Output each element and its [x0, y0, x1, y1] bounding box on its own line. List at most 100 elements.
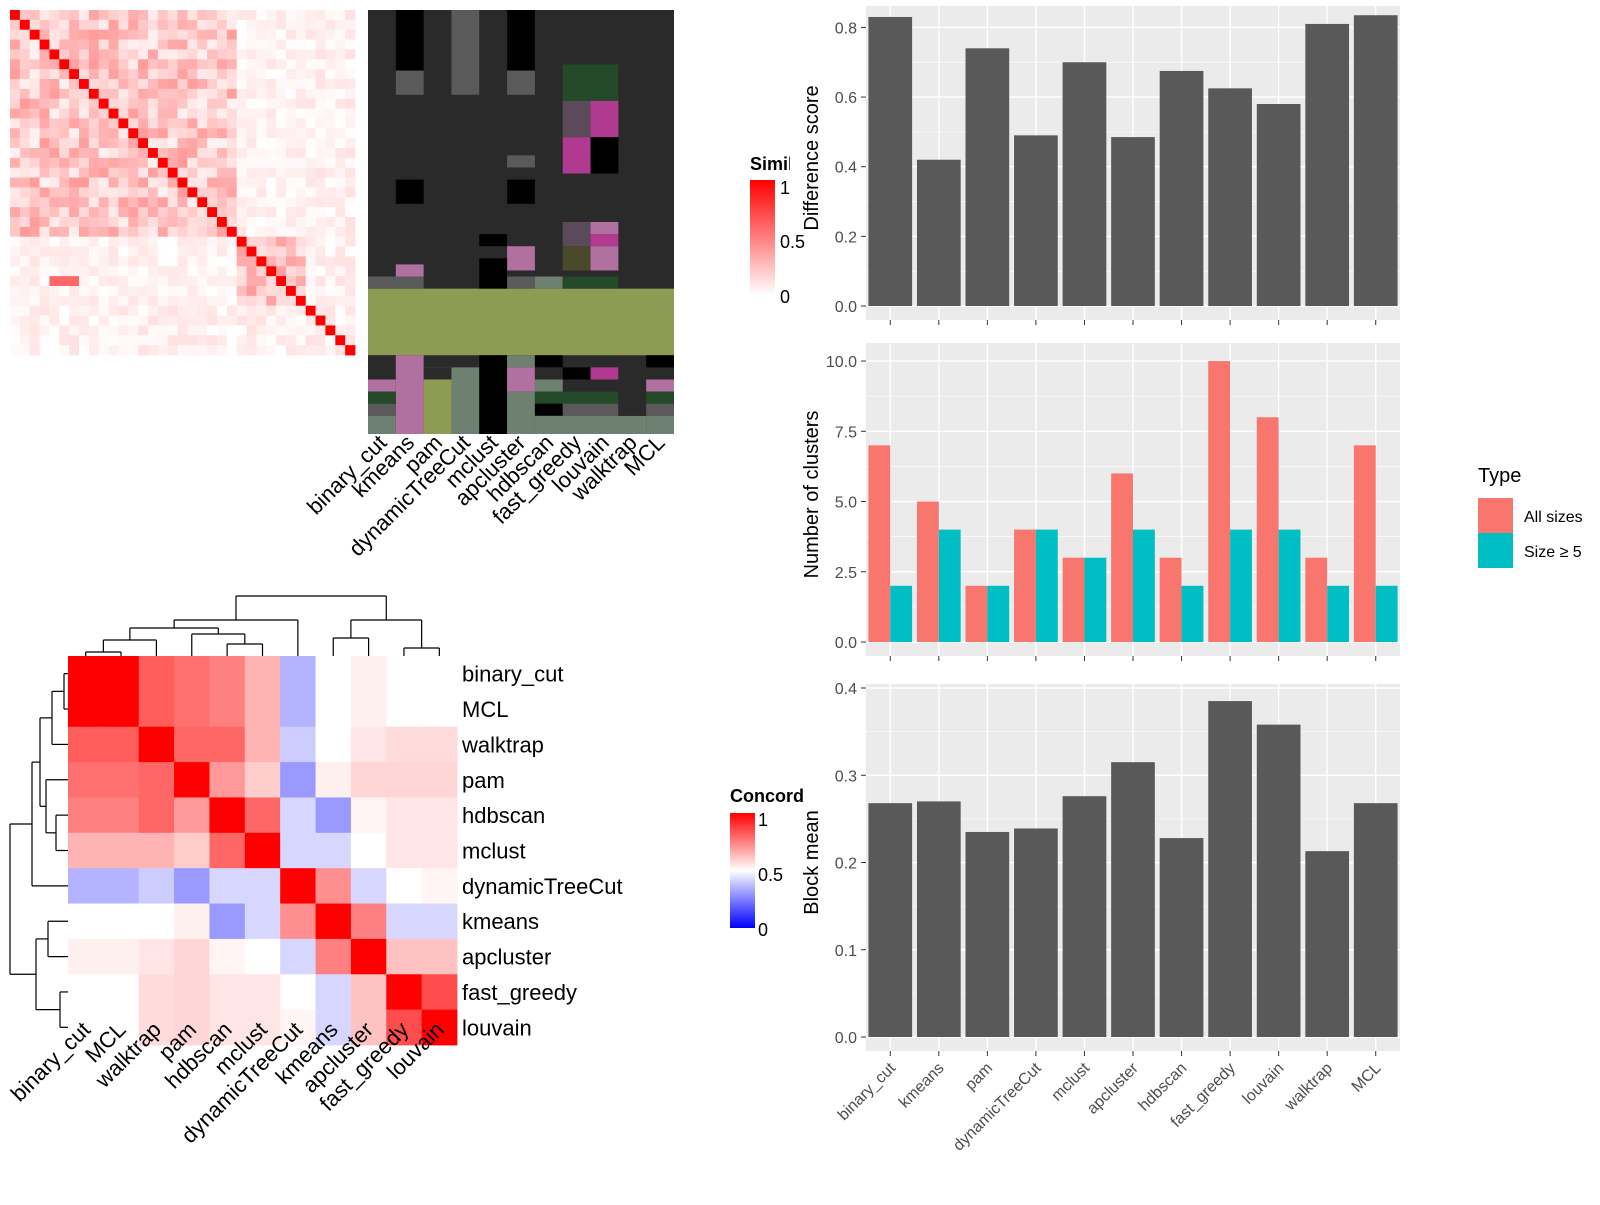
similarity-cell: [217, 138, 228, 149]
similarity-cell: [305, 177, 316, 188]
similarity-cell: [197, 138, 208, 149]
similarity-cell: [118, 197, 129, 208]
classification-block: [479, 355, 508, 434]
similarity-cell: [98, 79, 109, 90]
similarity-cell: [236, 108, 247, 119]
similarity-cell: [236, 88, 247, 100]
similarity-cell: [59, 325, 70, 336]
similarity-cell: [187, 236, 198, 247]
similarity-cell: [256, 325, 267, 336]
similarity-cell: [148, 49, 159, 60]
similarity-cell: [315, 167, 326, 178]
similarity-cell: [286, 10, 297, 21]
similarity-cell: [217, 108, 228, 119]
similarity-cell: [197, 226, 208, 238]
concordance-cell: [138, 868, 175, 904]
similarity-cell: [88, 118, 100, 129]
similarity-cell: [335, 187, 346, 198]
similarity-cell: [167, 236, 178, 247]
similarity-cell: [315, 19, 326, 31]
y-tick-label: 0.6: [835, 90, 857, 107]
similarity-cell: [88, 39, 100, 50]
similarity-cell: [276, 118, 287, 129]
concordance-cell: [315, 938, 352, 975]
similarity-cell: [315, 226, 326, 238]
similarity-cell: [88, 197, 100, 208]
similarity-cell: [39, 69, 50, 80]
classification-block: [590, 222, 619, 235]
similarity-cell: [207, 98, 218, 109]
similarity-cell: [295, 305, 307, 316]
similarity-cell: [187, 39, 198, 50]
similarity-cell: [59, 276, 70, 287]
classification-block: [395, 179, 424, 204]
similarity-cell: [29, 10, 40, 21]
similarity-cell: [286, 118, 297, 129]
similarity-cell: [49, 335, 60, 346]
similarity-cell: [246, 59, 257, 70]
similarity-cell: [325, 128, 336, 139]
similarity-cell: [39, 246, 50, 257]
similarity-cell: [177, 197, 188, 208]
similarity-cell: [305, 79, 316, 90]
similarity-cell: [10, 335, 21, 346]
similarity-cell: [217, 207, 228, 218]
similarity-cell: [108, 286, 119, 297]
similarity-cell: [335, 276, 346, 287]
similarity-cell: [335, 266, 346, 277]
similarity-cell: [256, 345, 267, 356]
concordance-cell: [209, 868, 246, 904]
similarity-cell: [315, 295, 326, 307]
similarity-cell: [266, 315, 277, 326]
similarity-cell: [59, 157, 70, 169]
similarity-cell: [98, 10, 109, 21]
similarity-cell: [19, 256, 31, 267]
similarity-cell: [138, 118, 149, 129]
similarity-cell: [286, 266, 297, 277]
similarity-cell: [177, 59, 188, 70]
similarity-cell: [246, 295, 257, 307]
concordance-cell: [350, 726, 387, 763]
similarity-cell: [29, 128, 40, 139]
similarity-cell: [157, 167, 169, 178]
similarity-cell: [88, 286, 100, 297]
similarity-cell: [138, 187, 149, 198]
similarity-cell: [325, 217, 336, 228]
similarity-cell: [177, 138, 188, 149]
similarity-cell: [167, 286, 178, 297]
similarity-cell: [305, 295, 316, 307]
similarity-cell: [315, 79, 326, 90]
similarity-cell: [315, 276, 326, 287]
similarity-cell: [325, 69, 336, 80]
similarity-cell: [88, 19, 100, 31]
similarity-cell: [246, 138, 257, 149]
x-tick-label: kmeans: [896, 1060, 948, 1112]
concordance-cell: [138, 691, 175, 728]
similarity-cell: [276, 88, 287, 100]
similarity-cell: [10, 217, 21, 228]
similarity-cell: [157, 226, 169, 238]
similarity-cell: [79, 305, 90, 316]
concordance-cell: [244, 974, 281, 1011]
similarity-cell: [148, 315, 159, 326]
bar: [1305, 557, 1328, 642]
similarity-cell: [177, 88, 188, 100]
similarity-cell: [128, 177, 139, 188]
similarity-cell: [315, 128, 326, 139]
similarity-cell: [98, 325, 109, 336]
similarity-cell: [157, 138, 169, 149]
similarity-cell: [98, 266, 109, 277]
similarity-cell: [217, 217, 228, 228]
similarity-cell: [19, 39, 31, 50]
similarity-cell: [226, 88, 238, 100]
similarity-cell: [88, 187, 100, 198]
similarity-cell: [138, 167, 149, 178]
similarity-cell: [118, 29, 129, 40]
similarity-cell: [276, 167, 287, 178]
concordance-cell: [103, 868, 140, 904]
similarity-cell: [49, 108, 60, 119]
similarity-cell: [305, 157, 316, 169]
similarity-cell: [236, 148, 247, 159]
similarity-cell: [128, 79, 139, 90]
similarity-cell: [167, 295, 178, 307]
